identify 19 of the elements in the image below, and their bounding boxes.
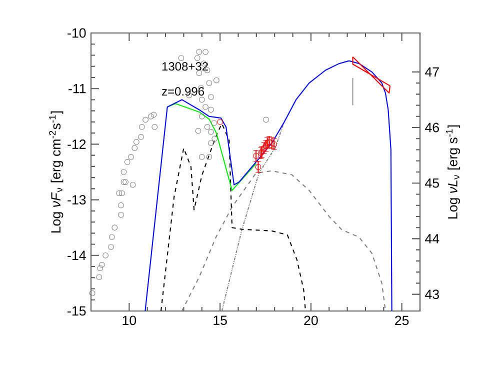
y-tick-label: -10: [68, 28, 86, 38]
y2-tick-label: 44: [425, 234, 440, 244]
x-tick-label: 15: [214, 316, 227, 326]
y-axis-title: Log νF$_{ν}$ [erg cm$^{-2}$s$^{-1}$]: [49, 111, 64, 232]
annotation: z=0.996: [162, 87, 204, 96]
y-tick-label: -14: [68, 250, 86, 260]
y-tick-label: -13: [68, 195, 86, 205]
y2-axis-title: Log νL$_{ν}$ [erg s$^{-1}$]: [446, 125, 460, 218]
y2-tick-label: 45: [425, 178, 439, 188]
y2-tick-label: 46: [425, 122, 439, 132]
y-tick-label: -15: [68, 306, 86, 316]
y-tick-label: -11: [68, 84, 86, 94]
y2-tick-label: 47: [425, 67, 439, 77]
x-tick-label: 25: [395, 316, 409, 326]
x-tick-label: 10: [122, 316, 136, 326]
annotation: 1308+32: [162, 62, 208, 71]
y-tick-label: -12: [68, 140, 86, 149]
y2-tick-label: 43: [425, 290, 439, 300]
x-tick-label: 20: [304, 316, 318, 326]
